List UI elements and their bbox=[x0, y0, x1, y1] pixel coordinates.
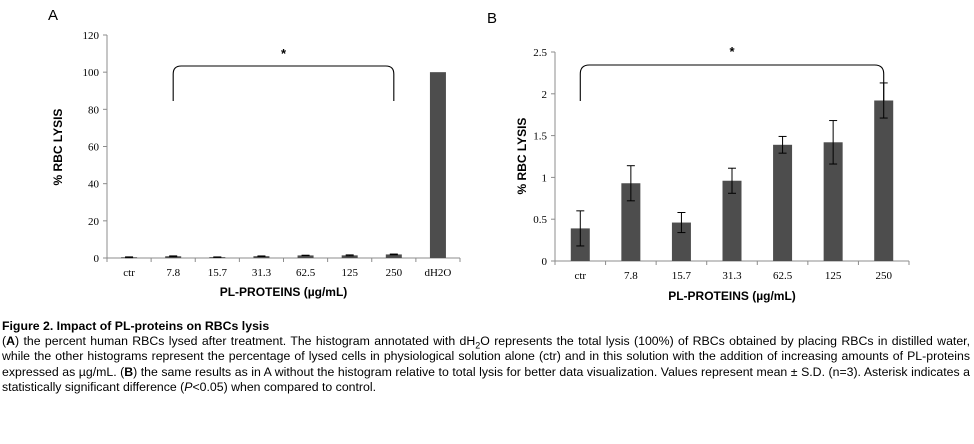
significance-bracket bbox=[172, 65, 395, 101]
bar-62.5 bbox=[773, 144, 793, 261]
y-tick-label: 20 bbox=[88, 216, 100, 228]
category-label-dH2O: dH2O bbox=[424, 267, 451, 279]
panel-a-letter: A bbox=[48, 7, 58, 24]
caption-title: Figure 2. Impact of PL-proteins on RBCs … bbox=[2, 319, 270, 333]
bar-125 bbox=[823, 142, 843, 261]
significance-asterisk: * bbox=[729, 44, 735, 59]
panel-a: A 0 20 40 60 80 100 120 ctr 7.8 15.7 31.3 62.5 125 25… bbox=[48, 7, 461, 299]
y-axis-title: % RBC LYSIS bbox=[51, 109, 65, 186]
caption-text-end: <0.05) when compared to control. bbox=[192, 379, 377, 394]
bar-dH2O bbox=[429, 72, 446, 259]
category-label-15.7: 15.7 bbox=[672, 270, 692, 282]
caption-text-a1: ) the percent human RBCs lysed after tre… bbox=[15, 334, 476, 349]
caption-body: (A) the percent human RBCs lysed after t… bbox=[2, 334, 970, 395]
bar-125 bbox=[341, 255, 358, 258]
y-tick-label: 60 bbox=[88, 142, 100, 154]
y-tick-label: 0 bbox=[542, 256, 548, 268]
y-tick-label: 2.5 bbox=[533, 47, 547, 59]
y-tick-label: 80 bbox=[88, 104, 100, 116]
y-tick-label: 100 bbox=[83, 67, 100, 79]
bar-250 bbox=[874, 100, 894, 261]
category-label-ctr: ctr bbox=[123, 267, 135, 279]
bar-62.5 bbox=[297, 255, 314, 258]
category-label-7.8: 7.8 bbox=[624, 270, 638, 282]
category-label-250: 250 bbox=[386, 267, 403, 279]
caption-text-b: ) the same results as in A without the h… bbox=[2, 364, 970, 394]
bar-7.8 bbox=[621, 183, 641, 261]
category-label-62.5: 62.5 bbox=[296, 267, 316, 279]
category-label-62.5: 62.5 bbox=[773, 270, 793, 282]
category-label-31.3: 31.3 bbox=[722, 270, 742, 282]
category-label-ctr: ctr bbox=[574, 270, 586, 282]
category-label-15.7: 15.7 bbox=[208, 267, 228, 279]
panel-b-letter: B bbox=[487, 10, 497, 27]
y-tick-label: 1 bbox=[542, 172, 548, 184]
figure-caption: Figure 2. Impact of PL-proteins on RBCs … bbox=[2, 319, 970, 395]
category-label-125: 125 bbox=[341, 267, 358, 279]
panel-b: B 0 0.5 1 1.5 2 2.5 ctr 7.8 15.7 31.3 62.5 125 250 *%… bbox=[487, 10, 910, 303]
y-tick-label: 1.5 bbox=[533, 131, 547, 143]
category-label-250: 250 bbox=[875, 270, 892, 282]
y-tick-label: 0.5 bbox=[533, 214, 547, 226]
bar-31.3 bbox=[253, 256, 270, 258]
category-label-125: 125 bbox=[825, 270, 842, 282]
category-label-31.3: 31.3 bbox=[252, 267, 272, 279]
y-tick-label: 40 bbox=[88, 179, 100, 191]
significance-asterisk: * bbox=[281, 46, 287, 61]
caption-letter-b: B bbox=[124, 364, 134, 379]
caption-letter-a: A bbox=[6, 334, 15, 349]
significance-bracket bbox=[579, 64, 885, 101]
caption-paren-open: ( bbox=[2, 334, 7, 349]
y-tick-label: 0 bbox=[94, 253, 100, 265]
caption-text-a2: O represents the total lysis (100%) of R… bbox=[2, 334, 970, 379]
x-axis-title: PL-PROTEINS (µg/mL) bbox=[220, 285, 348, 299]
y-tick-label: 2 bbox=[542, 89, 548, 101]
bar-250 bbox=[385, 254, 402, 258]
caption-p-italic: P bbox=[184, 379, 193, 394]
y-tick-label: 120 bbox=[83, 30, 100, 42]
category-label-7.8: 7.8 bbox=[166, 267, 180, 279]
bar-31.3 bbox=[722, 180, 742, 261]
y-axis-title: % RBC LYSIS bbox=[515, 118, 529, 195]
bar-15.7 bbox=[671, 222, 691, 261]
x-axis-title: PL-PROTEINS (µg/mL) bbox=[668, 289, 796, 303]
caption-subscript: 2 bbox=[475, 340, 481, 351]
